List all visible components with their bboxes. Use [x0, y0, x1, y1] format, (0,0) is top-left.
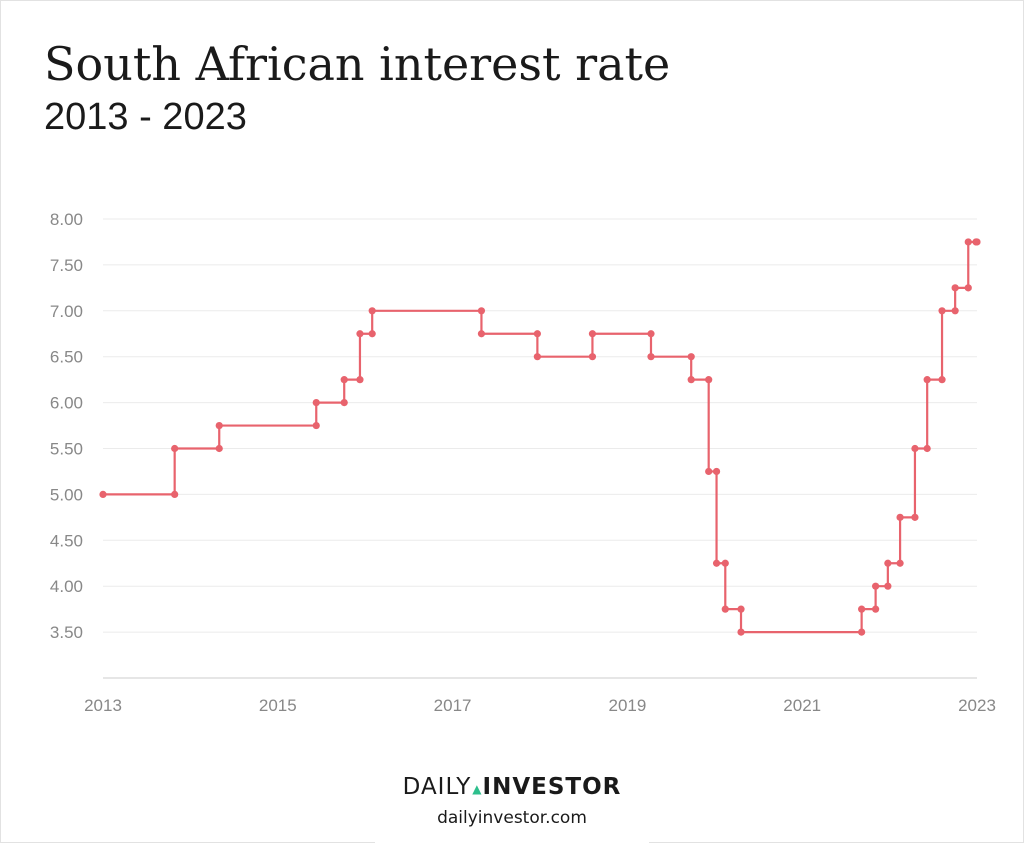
brand-name-daily: DAILY	[402, 774, 472, 800]
data-point	[171, 490, 179, 498]
data-point	[588, 330, 597, 338]
y-tick-label: 5.50	[50, 440, 83, 459]
data-point	[938, 376, 946, 384]
data-point	[215, 444, 223, 453]
data-point	[872, 605, 880, 613]
data-point	[340, 376, 348, 384]
y-tick-label: 5.00	[50, 485, 83, 504]
y-tick-label: 7.50	[50, 256, 83, 275]
data-point	[647, 353, 655, 361]
data-point	[737, 628, 745, 636]
data-point	[737, 605, 745, 613]
data-point	[171, 444, 179, 453]
rate-change-points	[99, 238, 981, 636]
data-point	[964, 238, 972, 246]
data-point	[951, 284, 959, 292]
data-point	[705, 376, 713, 384]
data-point	[477, 330, 486, 338]
data-point	[368, 307, 376, 315]
rate-step-line	[103, 240, 977, 634]
data-point	[721, 605, 729, 613]
data-point	[951, 307, 959, 315]
data-point	[533, 330, 541, 338]
data-point	[911, 444, 919, 453]
data-point	[312, 399, 320, 407]
data-point	[938, 307, 946, 315]
data-point	[340, 399, 348, 407]
data-point	[896, 513, 904, 521]
x-tick-label: 2023	[958, 696, 996, 715]
data-point	[858, 605, 866, 613]
data-point	[705, 467, 713, 476]
data-point	[477, 307, 486, 315]
x-tick-label: 2019	[608, 696, 646, 715]
chart-subtitle: 2013 - 2023	[44, 96, 247, 138]
x-tick-label: 2021	[783, 696, 821, 715]
data-point	[872, 582, 880, 590]
chart-title: South African interest rate	[44, 37, 671, 91]
data-point	[712, 467, 721, 476]
data-point	[533, 353, 541, 361]
website-link[interactable]: dailyinvestor.com	[437, 808, 587, 828]
data-point	[687, 353, 695, 361]
data-point	[911, 513, 919, 521]
data-point	[588, 353, 597, 361]
data-point	[99, 490, 107, 498]
data-point	[312, 421, 320, 430]
data-point	[712, 559, 721, 567]
y-tick-label: 4.00	[50, 577, 83, 596]
x-tick-label: 2015	[259, 696, 297, 715]
data-point	[721, 559, 729, 567]
data-point	[687, 376, 695, 384]
data-point	[368, 330, 376, 338]
data-point	[858, 628, 866, 636]
y-tick-label: 6.00	[50, 394, 83, 413]
x-tick-label: 2013	[84, 696, 122, 715]
y-axis-tick-labels: 3.50 4.00 4.50 5.00 5.50 6.00 6.50 7.00 7.50 8.00	[50, 210, 83, 642]
data-point	[896, 559, 904, 567]
data-point	[923, 376, 931, 384]
data-point	[356, 330, 364, 338]
data-point	[964, 284, 972, 292]
x-tick-label: 2017	[434, 696, 472, 715]
y-tick-label: 4.50	[50, 531, 83, 550]
x-axis-tick-labels: 2013 2015 2017 2019 2021 2023	[84, 696, 996, 715]
data-point	[923, 444, 931, 453]
y-tick-label: 3.50	[50, 623, 83, 642]
brand-triangle-icon: ▲	[472, 782, 482, 796]
data-point	[356, 376, 364, 384]
data-point	[884, 582, 892, 590]
footer-backdrop	[375, 760, 649, 843]
data-point	[884, 559, 892, 567]
data-point	[647, 330, 655, 338]
brand-logo: DAILY▲INVESTOR	[375, 774, 649, 800]
data-point	[215, 421, 223, 430]
brand-name-investor: INVESTOR	[482, 774, 622, 800]
data-point	[973, 238, 981, 246]
y-tick-label: 6.50	[50, 348, 83, 367]
y-tick-label: 8.00	[50, 210, 83, 229]
y-tick-label: 7.00	[50, 302, 83, 321]
